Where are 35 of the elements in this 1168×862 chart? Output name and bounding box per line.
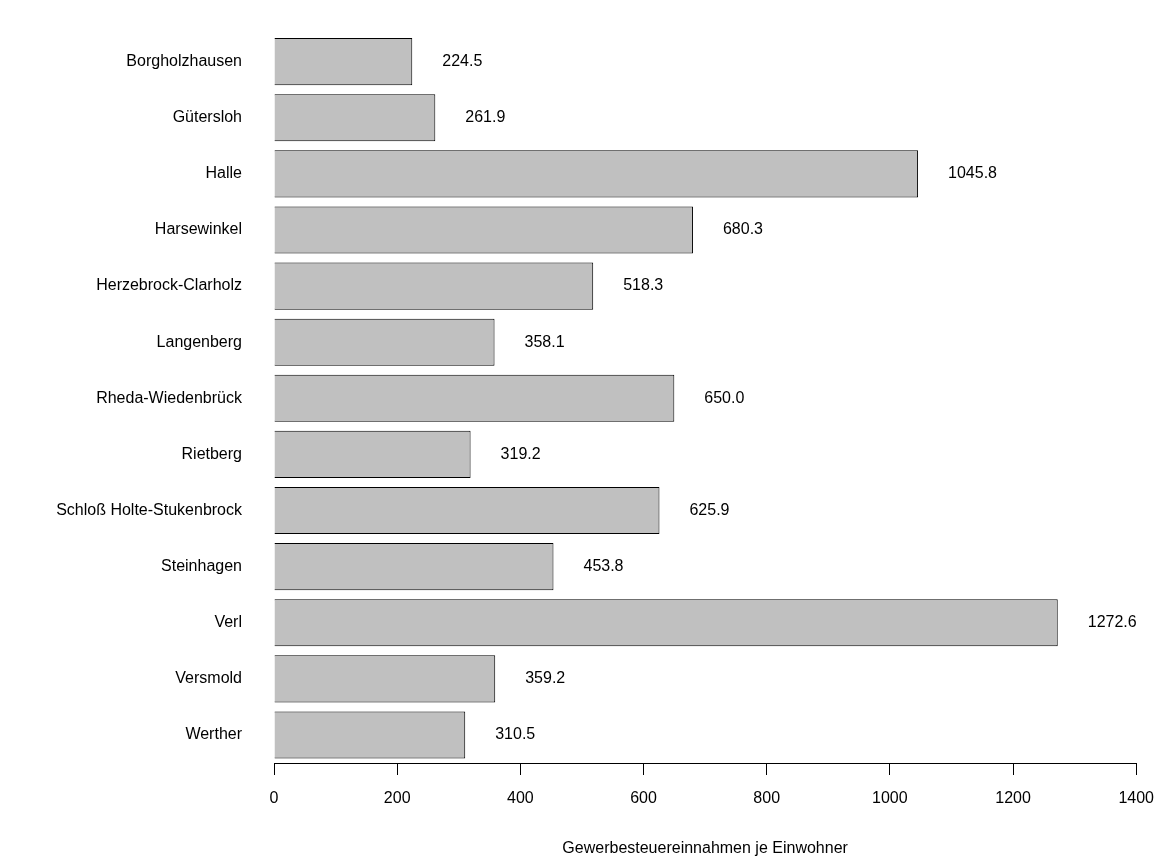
x-axis-title: Gewerbesteuereinnahmen je Einwohner <box>562 838 849 856</box>
data-label: 358.1 <box>524 332 565 350</box>
data-label: 319.2 <box>500 444 541 462</box>
y-tick-label: Werther <box>185 725 243 743</box>
y-tick-label: Harsewinkel <box>154 220 242 238</box>
data-label: 310.5 <box>495 725 536 743</box>
data-label: 453.8 <box>583 557 624 575</box>
x-tick-label: 1000 <box>872 789 908 807</box>
data-label: 625.9 <box>689 500 730 518</box>
data-label: 518.3 <box>623 276 664 294</box>
data-label: 650.0 <box>704 388 745 406</box>
x-tick-label: 600 <box>630 789 657 807</box>
y-tick-label: Steinhagen <box>161 557 242 575</box>
y-tick-label: Langenberg <box>156 332 242 350</box>
y-tick-label: Rietberg <box>181 444 242 462</box>
data-label: 359.2 <box>525 669 566 687</box>
y-tick-label: Halle <box>205 164 243 182</box>
x-tick-label: 200 <box>383 789 411 807</box>
y-tick-label: Versmold <box>175 669 242 687</box>
data-label: 1045.8 <box>948 164 998 182</box>
data-label: 1272.6 <box>1087 613 1137 631</box>
data-label: 261.9 <box>465 108 506 126</box>
x-tick-label: 1200 <box>995 789 1031 807</box>
x-tick-label: 0 <box>269 789 279 807</box>
y-tick-label: Borgholzhausen <box>126 52 242 70</box>
x-tick-label: 800 <box>753 789 781 807</box>
y-tick-label: Verl <box>214 613 242 631</box>
y-tick-label: Rheda-Wiedenbrück <box>96 388 243 406</box>
x-tick-label: 1400 <box>1118 789 1155 807</box>
y-tick-label: Herzebrock-Clarholz <box>96 276 242 294</box>
data-label: 224.5 <box>442 52 483 70</box>
y-tick-label: Gütersloh <box>172 108 242 126</box>
data-label: 680.3 <box>722 220 764 238</box>
x-tick-label: 400 <box>506 789 534 807</box>
y-tick-label: Schloß Holte-Stukenbrock <box>56 500 243 518</box>
